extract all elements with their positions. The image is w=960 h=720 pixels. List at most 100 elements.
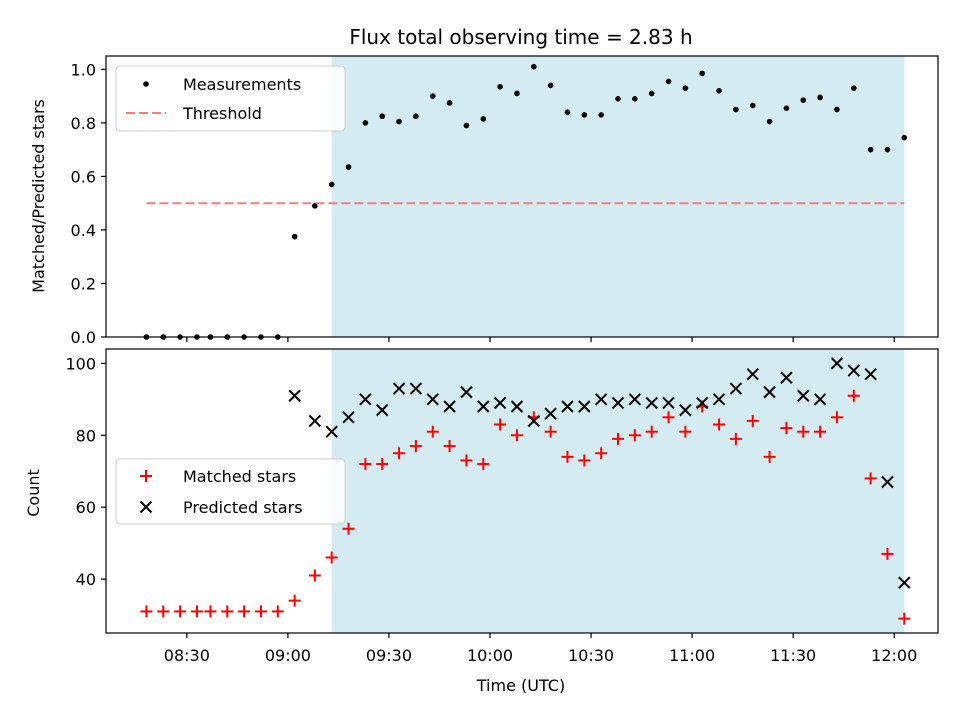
bottom-xtick-label-7: 12:00 bbox=[871, 646, 917, 665]
predicted-x-b bbox=[510, 400, 524, 413]
bottom-xtick-label-4: 10:30 bbox=[568, 646, 614, 665]
predicted-x-b bbox=[426, 393, 439, 406]
matched-star-point bbox=[864, 472, 877, 485]
measurement-point bbox=[480, 116, 487, 122]
measurement-point bbox=[716, 87, 722, 94]
measurement-point bbox=[648, 90, 655, 97]
top-chart-title: Flux total observing time = 2.83 h bbox=[349, 25, 692, 49]
legend-label-predicted: Predicted stars bbox=[183, 498, 303, 517]
predicted-star-point bbox=[763, 385, 776, 399]
measurement-point bbox=[379, 113, 386, 120]
bottom-ytick-label-1: 60 bbox=[76, 498, 96, 517]
matched-star-point bbox=[679, 425, 692, 438]
bottom-panel: 40 60 80 100 08:30 09:00 09:30 10:00 10:30 11:00 1… bbox=[24, 348, 939, 695]
predicted-star-point bbox=[376, 403, 389, 417]
top-panel: 0.0 0.2 0.4 0.6 0.8 1.0 Matched/Predicted sta… bbox=[29, 55, 939, 347]
predicted-stars-series bbox=[288, 357, 911, 589]
matched-star-point bbox=[814, 425, 827, 438]
predicted-x-b bbox=[847, 364, 860, 377]
matched-star-point bbox=[308, 569, 321, 582]
legend-label-matched: Matched stars bbox=[183, 467, 296, 486]
predicted-star-point bbox=[460, 385, 473, 399]
measurement-point bbox=[564, 109, 571, 115]
matched-star-point bbox=[409, 440, 422, 453]
matched-star-point bbox=[612, 432, 624, 445]
matched-star-point bbox=[359, 458, 372, 471]
predicted-star-point bbox=[443, 400, 456, 413]
predicted-x-b bbox=[594, 393, 608, 406]
predicted-star-point bbox=[746, 367, 759, 381]
top-ylabel: Matched/Predicted stars bbox=[29, 99, 48, 293]
predicted-x-b bbox=[325, 425, 338, 438]
predicted-x-b bbox=[780, 371, 793, 384]
predicted-x-b bbox=[544, 407, 557, 420]
matched-star-point bbox=[662, 411, 675, 424]
measurement-point bbox=[413, 113, 419, 120]
predicted-star-point bbox=[611, 396, 625, 410]
matched-star-point bbox=[494, 418, 507, 431]
predicted-star-point bbox=[409, 382, 423, 395]
predicted-star-point bbox=[645, 396, 658, 410]
bottom-xlabel: Time (UTC) bbox=[476, 676, 565, 695]
predicted-x-b bbox=[645, 396, 658, 410]
predicted-x-b bbox=[392, 382, 406, 395]
measurement-point bbox=[497, 83, 503, 90]
predicted-star-point bbox=[847, 364, 860, 377]
bottom-legend: Matched stars Predicted stars bbox=[115, 458, 346, 525]
predicted-star-point bbox=[493, 396, 507, 410]
predicted-star-point bbox=[510, 400, 524, 413]
top-legend-box bbox=[115, 65, 346, 132]
predicted-star-point bbox=[325, 425, 338, 438]
predicted-star-point bbox=[594, 393, 608, 406]
measurement-point bbox=[429, 93, 436, 99]
measurement-point bbox=[699, 70, 706, 77]
top-legend: Measurements Threshold bbox=[115, 65, 346, 132]
matched-star-point bbox=[847, 389, 860, 402]
predicted-star-point bbox=[544, 407, 557, 420]
matched-star-point bbox=[763, 450, 776, 463]
legend-marker-matched bbox=[140, 470, 152, 482]
bottom-xtick-label-3: 10:00 bbox=[467, 646, 513, 665]
predicted-x-b bbox=[729, 382, 743, 395]
measurement-point bbox=[328, 181, 335, 188]
predicted-x-b bbox=[578, 400, 591, 413]
predicted-star-point bbox=[578, 400, 591, 413]
measurement-point bbox=[800, 97, 807, 103]
matched-star-point bbox=[271, 605, 284, 618]
predicted-star-point bbox=[426, 393, 439, 406]
matched-star-point bbox=[342, 522, 355, 535]
legend-label-measurements: Measurements bbox=[183, 75, 301, 94]
predicted-x-b bbox=[628, 393, 642, 406]
bottom-ticks: 40 60 80 100 08:30 09:00 09:30 10:00 10:30 11:00 1… bbox=[65, 354, 917, 665]
measurement-point bbox=[749, 102, 756, 109]
matched-star-point bbox=[140, 605, 153, 618]
predicted-star-point bbox=[696, 396, 709, 410]
predicted-x-b bbox=[746, 367, 759, 381]
measurement-point bbox=[362, 120, 369, 126]
predicted-x-b bbox=[763, 385, 776, 399]
top-plot-frame bbox=[105, 55, 939, 338]
matched-star-point bbox=[898, 612, 911, 625]
top-ytick-label-3: 0.6 bbox=[71, 167, 96, 186]
predicted-star-point bbox=[308, 414, 322, 428]
matched-star-point bbox=[628, 429, 641, 442]
predicted-x-b bbox=[359, 393, 372, 406]
bottom-xtick-label-0: 08:30 bbox=[164, 646, 210, 665]
bottom-xtick-label-1: 09:00 bbox=[265, 646, 311, 665]
predicted-star-point bbox=[392, 382, 406, 395]
predicted-x-b bbox=[696, 396, 709, 410]
matched-star-point bbox=[238, 605, 251, 618]
measurement-point bbox=[345, 164, 352, 170]
top-ytick-label-2: 0.4 bbox=[71, 221, 96, 240]
predicted-star-point bbox=[527, 414, 540, 428]
predicted-star-point bbox=[898, 576, 911, 589]
predicted-star-point bbox=[561, 400, 574, 413]
matched-star-point bbox=[477, 458, 490, 471]
measurement-point bbox=[867, 146, 874, 153]
matched-star-point bbox=[595, 447, 608, 460]
predicted-star-point bbox=[712, 393, 726, 406]
matched-star-point bbox=[221, 605, 234, 618]
top-ytick-label-1: 0.2 bbox=[71, 274, 96, 293]
predicted-star-point bbox=[679, 403, 692, 417]
matched-star-point bbox=[393, 447, 406, 460]
